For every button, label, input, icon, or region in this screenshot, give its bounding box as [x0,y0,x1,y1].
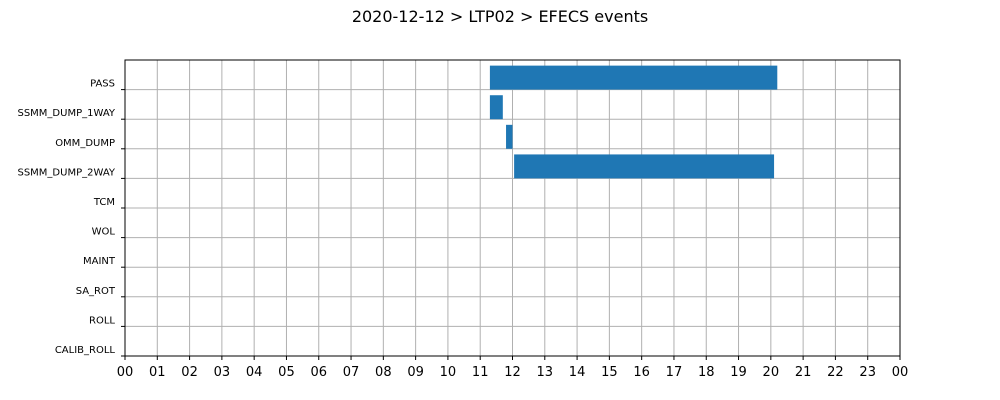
y-tick-label: SSMM_DUMP_1WAY [17,108,115,119]
y-tick-label: MAINT [83,256,116,267]
x-tick-label: 13 [537,365,554,380]
x-tick-label: 18 [698,365,715,380]
x-tick-label: 04 [246,365,263,380]
x-tick-label: 17 [666,365,683,380]
chart-title: 2020-12-12 > LTP02 > EFECS events [352,7,648,26]
y-tick-label: CALIB_ROLL [55,345,116,356]
x-tick-label: 03 [214,365,231,380]
x-tick-label: 21 [795,365,812,380]
x-axis: 00 01 02 03 04 05 06 07 08 09 10 11 12 13 14 15 16 17 18 19… [117,356,909,380]
x-tick-label: 08 [375,365,392,380]
grid-lines [124,60,901,356]
x-tick-label: 11 [472,365,489,380]
y-tick-label: OMM_DUMP [55,138,115,149]
x-tick-label: 07 [343,365,360,380]
event-bar-ssmm-dump-2way [514,154,775,179]
x-tick-label: 19 [730,365,747,380]
y-tick-label: PASS [90,79,115,90]
x-tick-label: 00 [117,365,134,380]
x-tick-label: 14 [569,365,586,380]
x-tick-label: 02 [181,365,198,380]
event-bar-omm-dump [506,124,513,149]
x-tick-label: 00 [892,365,909,380]
x-tick-label: 12 [504,365,521,380]
x-tick-label: 20 [763,365,780,380]
event-bars [489,65,778,179]
y-tick-label: TCM [93,197,115,208]
x-tick-label: 05 [278,365,295,380]
x-tick-label: 16 [633,365,650,380]
x-tick-label: 23 [859,365,876,380]
x-tick-label: 09 [407,365,424,380]
y-axis: PASS SSMM_DUMP_1WAY OMM_DUMP SSMM_DUMP_2WAY… [17,79,125,357]
y-tick-label: ROLL [89,315,115,326]
x-tick-label: 22 [827,365,844,380]
y-tick-label: SSMM_DUMP_2WAY [17,167,115,178]
event-bar-ssmm-dump-1way [489,95,503,120]
x-tick-label: 01 [149,365,166,380]
y-tick-label: SA_ROT [76,286,116,297]
x-tick-label: 06 [310,365,327,380]
event-bar-pass [489,65,778,90]
y-tick-label: WOL [92,227,116,238]
x-tick-label: 10 [440,365,457,380]
x-tick-label: 15 [601,365,618,380]
